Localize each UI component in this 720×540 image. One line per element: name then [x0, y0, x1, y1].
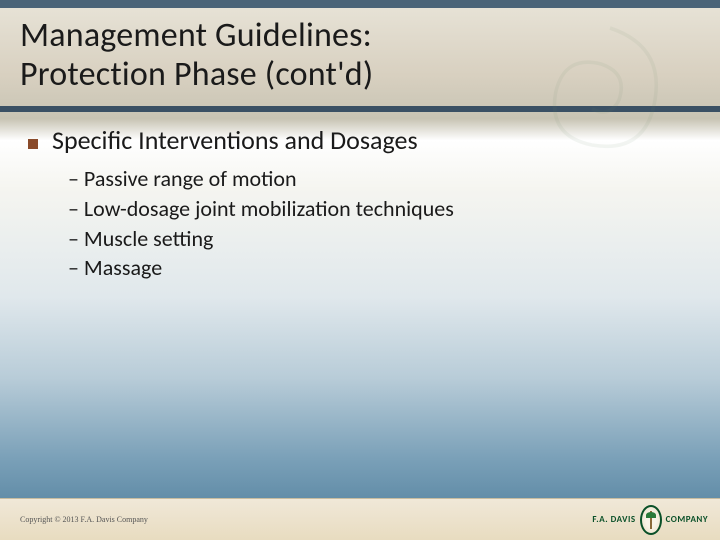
main-bullet-text: Specific Interventions and Dosages: [52, 124, 418, 156]
title-line-2: Protection Phase (cont'd): [20, 55, 700, 94]
slide-footer: Copyright © 2013 F.A. Davis Company F.A.…: [0, 498, 720, 540]
list-item: – Muscle setting: [68, 224, 692, 254]
slide-content: Specific Interventions and Dosages – Pas…: [0, 112, 720, 283]
logo-emblem-icon: [640, 505, 662, 535]
main-bullet: Specific Interventions and Dosages: [28, 124, 692, 156]
publisher-logo: F.A. DAVIS COMPANY: [592, 505, 708, 535]
copyright-text: Copyright © 2013 F.A. Davis Company: [20, 515, 148, 524]
list-item: – Massage: [68, 253, 692, 283]
title-line-1: Management Guidelines:: [20, 16, 700, 55]
slide-title-area: Management Guidelines: Protection Phase …: [0, 8, 720, 106]
logo-text-left: F.A. DAVIS: [592, 514, 635, 525]
top-accent-bar: [0, 0, 720, 8]
bullet-marker-icon: [28, 139, 38, 149]
list-item: – Low-dosage joint mobilization techniqu…: [68, 194, 692, 224]
list-item: – Passive range of motion: [68, 164, 692, 194]
sub-bullet-list: – Passive range of motion – Low-dosage j…: [28, 164, 692, 283]
logo-text-right: COMPANY: [666, 514, 708, 525]
